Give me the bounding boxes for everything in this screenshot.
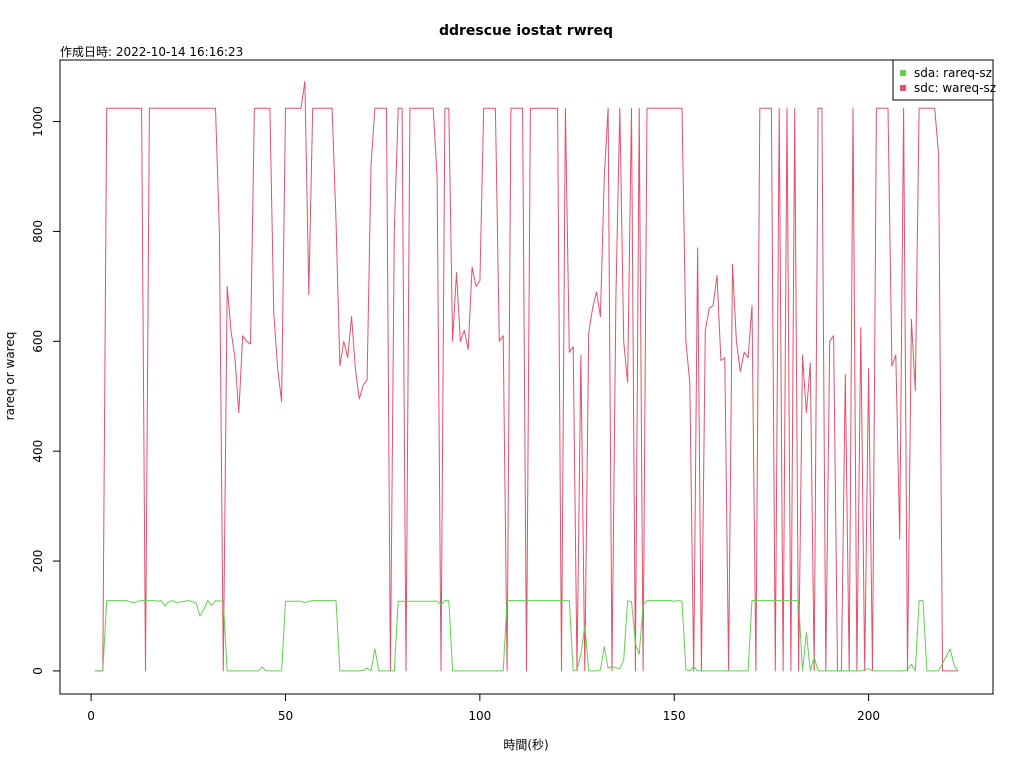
chart-title: ddrescue iostat rwreq <box>439 23 613 39</box>
plot-frame <box>59 59 994 695</box>
series-line-sdc-wareq <box>95 80 958 672</box>
y-tick-label: 800 <box>31 220 45 243</box>
x-axis-label: 時間(秒) <box>503 738 548 752</box>
chart-subtitle: 作成日時: 2022-10-14 16:16:23 <box>60 45 243 59</box>
legend-swatch-sda <box>900 70 906 76</box>
legend: sda: rareq-sz sdc: wareq-sz <box>892 59 996 101</box>
legend-box <box>892 59 994 101</box>
y-tick-label: 400 <box>31 440 45 463</box>
y-tick-label: 1000 <box>31 106 45 137</box>
y-tick-label: 0 <box>31 667 45 675</box>
x-tick-label: 150 <box>663 709 686 723</box>
x-tick-label: 0 <box>87 709 95 723</box>
y-tick-label: 200 <box>31 550 45 573</box>
series-layer <box>95 80 959 672</box>
legend-swatch-sdc <box>900 85 906 91</box>
y-tick-label: 600 <box>31 330 45 353</box>
x-tick-label: 200 <box>857 709 880 723</box>
y-axis-label: rareq or wareq <box>3 332 17 421</box>
series-line-sda-rareq <box>95 600 959 672</box>
x-tick-label: 100 <box>468 709 491 723</box>
legend-entry-sdc: sdc: wareq-sz <box>914 81 996 95</box>
x-tick-label: 50 <box>278 709 293 723</box>
legend-entry-sda: sda: rareq-sz <box>914 66 992 80</box>
